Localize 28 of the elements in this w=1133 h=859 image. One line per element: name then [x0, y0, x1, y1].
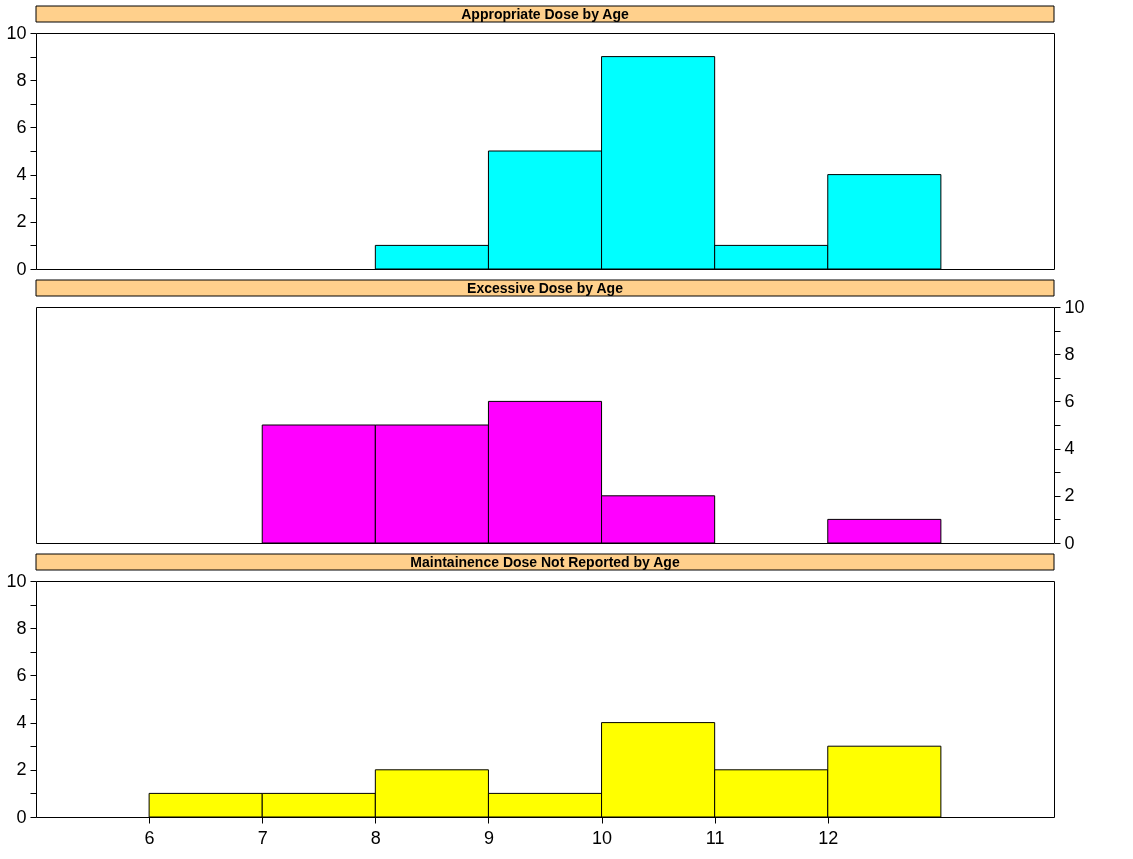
- y-tick-label: 8: [16, 617, 27, 638]
- y-tick-label: 10: [6, 22, 27, 43]
- y-tick-label: 0: [16, 258, 27, 279]
- y-tick-label: 8: [1064, 343, 1075, 364]
- y-tick-label: 10: [6, 570, 27, 591]
- x-tick-label: 7: [257, 827, 268, 848]
- x-tick-label: 9: [483, 827, 494, 848]
- chart-title: Maintainence Dose Not Reported by Age: [410, 554, 680, 570]
- y-tick-label: 6: [16, 116, 27, 137]
- y-tick-label: 2: [1064, 485, 1075, 506]
- y-tick-label: 0: [16, 806, 27, 827]
- x-tick-label: 12: [818, 827, 839, 848]
- y-tick-label: 6: [1064, 390, 1075, 411]
- y-tick-label: 10: [1064, 296, 1085, 317]
- x-tick-label: 8: [370, 827, 381, 848]
- chart-title: Appropriate Dose by Age: [461, 6, 629, 22]
- y-tick-label: 4: [1064, 438, 1075, 459]
- y-tick-label: 6: [16, 664, 27, 685]
- chart-title: Excessive Dose by Age: [467, 280, 624, 296]
- x-tick-label: 6: [144, 827, 155, 848]
- x-tick-label: 10: [592, 827, 613, 848]
- y-tick-label: 2: [16, 211, 27, 232]
- y-tick-label: 4: [16, 164, 27, 185]
- x-tick-label: 11: [705, 827, 725, 848]
- y-tick-label: 8: [16, 69, 27, 90]
- y-tick-label: 2: [16, 759, 27, 780]
- y-tick-label: 0: [1064, 532, 1075, 553]
- y-tick-label: 4: [16, 712, 27, 733]
